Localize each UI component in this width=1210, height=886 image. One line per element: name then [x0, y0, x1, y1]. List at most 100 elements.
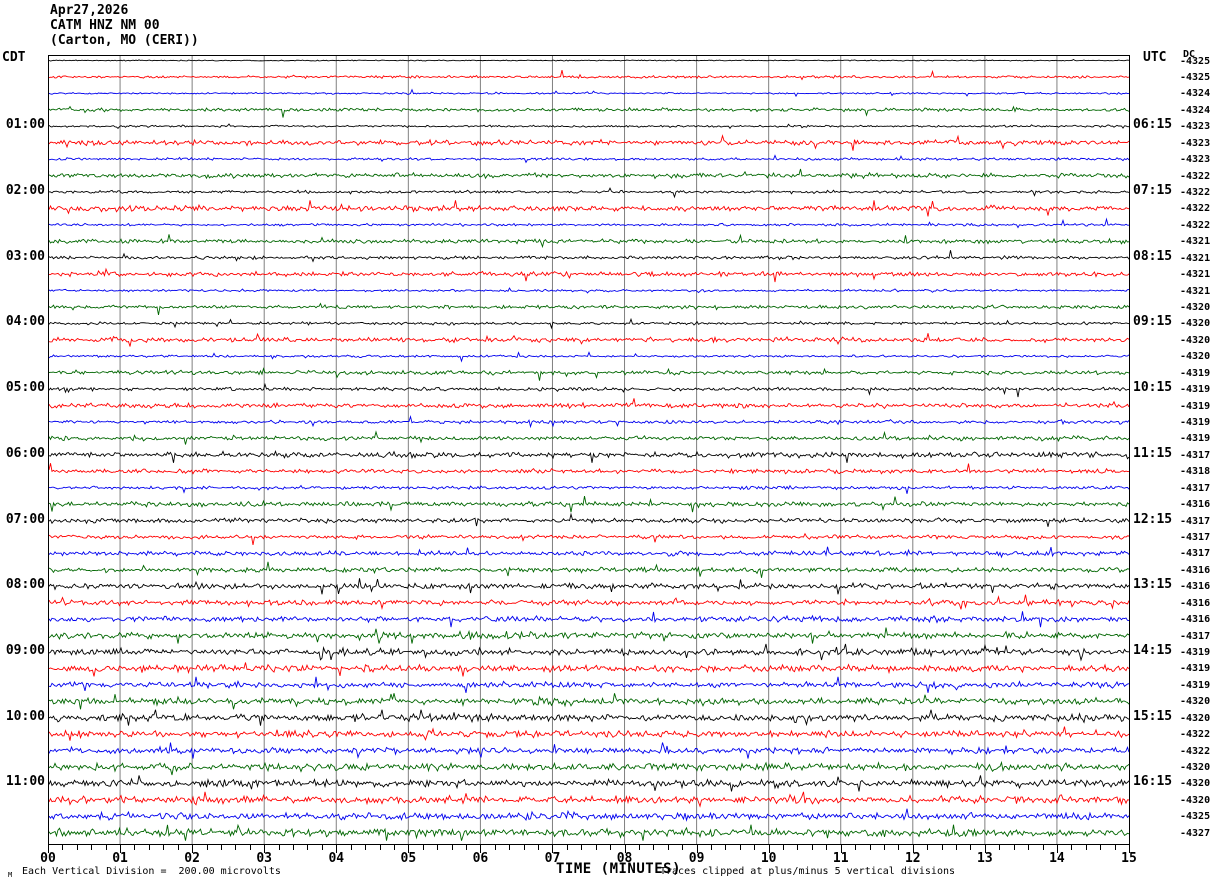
dc-value: -4324: [1180, 104, 1210, 116]
dc-value: -4321: [1180, 236, 1210, 248]
dc-value: -4325: [1180, 811, 1210, 823]
x-tick-minor: [883, 845, 885, 850]
x-tick-minor: [538, 845, 540, 850]
x-tick-label: 00: [40, 851, 56, 866]
hour-label-cdt: 04:00: [5, 314, 45, 330]
dc-value: -4319: [1180, 679, 1210, 691]
x-tick-minor: [1071, 845, 1073, 850]
seismic-trace: [49, 726, 1129, 742]
dc-value: -4320: [1180, 318, 1210, 330]
hour-label-cdt: 05:00: [5, 380, 45, 396]
dc-value: -4320: [1180, 351, 1210, 363]
x-tick-minor: [1013, 845, 1015, 850]
seismic-trace: [49, 709, 1129, 727]
x-tick-minor: [581, 845, 583, 850]
dc-value: -4324: [1180, 88, 1210, 100]
hour-label-utc: 09:15: [1133, 314, 1173, 330]
x-tick-minor: [148, 845, 150, 850]
x-tick-major: [552, 845, 554, 853]
seismic-trace: [49, 58, 1129, 62]
dc-value: -4320: [1180, 334, 1210, 346]
x-tick-label: 04: [328, 851, 345, 866]
seismic-trace: [49, 463, 1129, 475]
dc-value: -4319: [1180, 400, 1210, 412]
x-tick-major: [408, 845, 410, 853]
x-tick-minor: [638, 845, 640, 850]
seismic-trace: [49, 415, 1129, 429]
hour-label-utc: 07:15: [1133, 182, 1173, 198]
x-tick-minor: [76, 845, 78, 850]
x-tick-minor: [826, 845, 828, 850]
seismic-trace: [49, 662, 1129, 677]
seismic-trace: [49, 532, 1129, 546]
x-tick-minor: [682, 845, 684, 850]
station-label: CATM HNZ NM 00: [50, 18, 160, 33]
dc-value: -4325: [1180, 71, 1210, 83]
x-tick-major: [336, 845, 338, 853]
x-tick-minor: [62, 845, 64, 850]
hour-label-utc: 13:15: [1133, 577, 1173, 593]
hour-label-utc: 11:15: [1133, 445, 1173, 461]
seismic-trace: [49, 693, 1129, 710]
x-tick-minor: [365, 845, 367, 850]
seismic-trace: [49, 367, 1129, 381]
x-tick-label: 15: [1121, 851, 1137, 866]
x-tick-minor: [610, 845, 612, 850]
x-tick-minor: [754, 845, 756, 850]
x-tick-label: 08: [616, 851, 633, 866]
x-tick-minor: [509, 845, 511, 850]
location-label: (Carton, MO (CERI)): [50, 33, 199, 48]
dc-value: -4323: [1180, 137, 1210, 149]
dc-value: -4317: [1180, 548, 1210, 560]
x-tick-minor: [379, 845, 381, 850]
seismic-trace: [49, 430, 1129, 445]
x-tick-minor: [307, 845, 309, 850]
x-tick-minor: [350, 845, 352, 850]
seismic-trace: [49, 168, 1129, 180]
dc-value: -4319: [1180, 433, 1210, 445]
seismic-trace: [49, 250, 1129, 263]
seismic-trace: [49, 200, 1129, 217]
hour-label-utc: 16:15: [1133, 774, 1173, 790]
dc-value: -4320: [1180, 712, 1210, 724]
x-tick-minor: [393, 845, 395, 850]
dc-value: -4322: [1180, 729, 1210, 741]
seismic-trace: [49, 233, 1129, 249]
clip-note: Traces clipped at plus/minus 5 vertical …: [660, 866, 956, 877]
x-tick-label: 06: [472, 851, 489, 866]
x-tick-minor: [941, 845, 943, 850]
seismic-trace: [49, 105, 1129, 118]
hour-label-utc: 10:15: [1133, 380, 1173, 396]
hour-label-cdt: 06:00: [5, 445, 45, 461]
dc-value: -4316: [1180, 597, 1210, 609]
seismic-trace: [49, 154, 1129, 164]
seismic-trace: [49, 382, 1129, 398]
seismic-trace: [49, 217, 1129, 229]
x-tick-minor: [494, 845, 496, 850]
seismic-trace: [49, 676, 1129, 693]
seismic-trace: [49, 823, 1129, 841]
dc-value: -4323: [1180, 121, 1210, 133]
x-tick-minor: [1042, 845, 1044, 850]
x-tick-label: 02: [184, 851, 200, 866]
seismic-trace: [49, 512, 1129, 527]
dc-value: -4316: [1180, 581, 1210, 593]
x-tick-minor: [249, 845, 251, 850]
seismic-trace: [49, 187, 1129, 199]
x-tick-minor: [177, 845, 179, 850]
dc-value: -4322: [1180, 219, 1210, 231]
x-tick-minor: [206, 845, 208, 850]
x-tick-major: [912, 845, 914, 853]
x-tick-minor: [465, 845, 467, 850]
dc-value: -4322: [1180, 203, 1210, 215]
x-tick-minor: [134, 845, 136, 850]
seismic-trace: [49, 808, 1129, 822]
x-tick-minor: [422, 845, 424, 850]
dc-value: -4317: [1180, 531, 1210, 543]
seismic-trace: [49, 643, 1129, 662]
x-tick-label: 01: [112, 851, 128, 866]
dc-value: -4327: [1180, 827, 1210, 839]
seismic-trace: [49, 317, 1129, 330]
hour-label-cdt: 03:00: [5, 248, 45, 264]
dc-value: -4316: [1180, 564, 1210, 576]
